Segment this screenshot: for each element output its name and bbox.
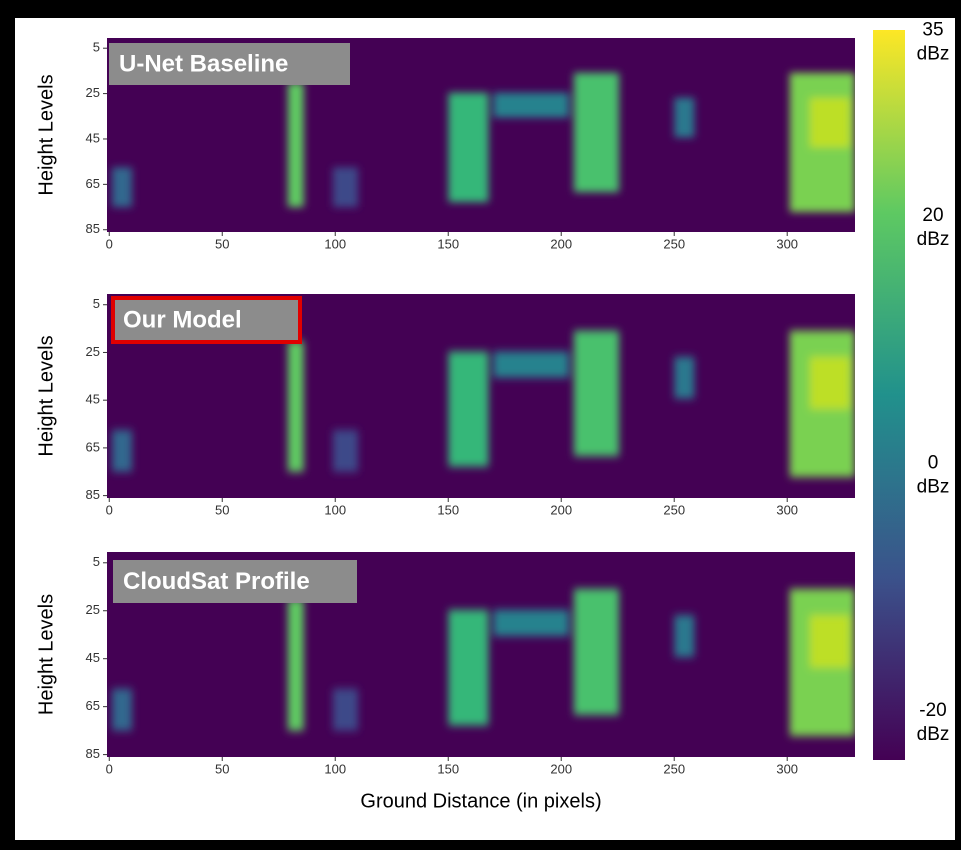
y-tick-label: 25 xyxy=(86,344,100,359)
y-tick-label: 5 xyxy=(93,296,100,311)
colorbar-tick-label: 20 dBz xyxy=(917,205,950,250)
x-tick-label: 250 xyxy=(663,761,685,776)
colorbar-tick-label: 0 dBz xyxy=(917,452,950,497)
x-axis-label: Ground Distance (in pixels) xyxy=(360,790,601,812)
y-tick-label: 5 xyxy=(93,554,100,569)
panel-title: Our Model xyxy=(123,306,242,333)
y-tick-label: 25 xyxy=(86,85,100,100)
y-tick-label: 85 xyxy=(86,746,100,761)
y-axis-label: Height Levels xyxy=(35,594,57,715)
x-tick-label: 250 xyxy=(663,502,685,517)
y-tick-label: 85 xyxy=(86,487,100,502)
y-tick-label: 65 xyxy=(86,698,100,713)
colorbar xyxy=(873,30,905,760)
x-tick-label: 100 xyxy=(324,761,346,776)
x-tick-label: 50 xyxy=(215,236,229,251)
colorbar-tick-label: 35 dBz xyxy=(917,19,950,64)
x-tick-label: 100 xyxy=(324,502,346,517)
y-tick-label: 45 xyxy=(86,650,100,665)
x-tick-label: 150 xyxy=(437,236,459,251)
x-tick-label: 100 xyxy=(324,236,346,251)
x-tick-label: 50 xyxy=(215,761,229,776)
y-tick-label: 65 xyxy=(86,439,100,454)
y-tick-label: 25 xyxy=(86,602,100,617)
y-tick-label: 5 xyxy=(93,40,100,55)
x-tick-label: 200 xyxy=(550,761,572,776)
x-tick-label: 200 xyxy=(550,236,572,251)
y-tick-label: 45 xyxy=(86,130,100,145)
x-tick-label: 150 xyxy=(437,761,459,776)
x-tick-label: 50 xyxy=(215,502,229,517)
x-tick-label: 250 xyxy=(663,236,685,251)
x-tick-label: 0 xyxy=(106,502,113,517)
y-axis-label: Height Levels xyxy=(35,335,57,456)
x-tick-label: 200 xyxy=(550,502,572,517)
x-tick-label: 300 xyxy=(776,236,798,251)
title-box xyxy=(113,560,357,603)
y-tick-label: 65 xyxy=(86,176,100,191)
x-tick-label: 300 xyxy=(776,761,798,776)
x-tick-label: 0 xyxy=(106,761,113,776)
x-tick-label: 150 xyxy=(437,502,459,517)
x-tick-label: 300 xyxy=(776,502,798,517)
title-box xyxy=(109,43,350,85)
panel-title: U-Net Baseline xyxy=(119,50,288,77)
y-tick-label: 85 xyxy=(86,221,100,236)
x-tick-label: 0 xyxy=(106,236,113,251)
colorbar-tick-label: -20 dBz xyxy=(917,700,950,745)
title-box xyxy=(111,296,302,344)
panel-title: CloudSat Profile xyxy=(123,568,310,595)
y-axis-label: Height Levels xyxy=(35,74,57,195)
y-tick-label: 45 xyxy=(86,392,100,407)
